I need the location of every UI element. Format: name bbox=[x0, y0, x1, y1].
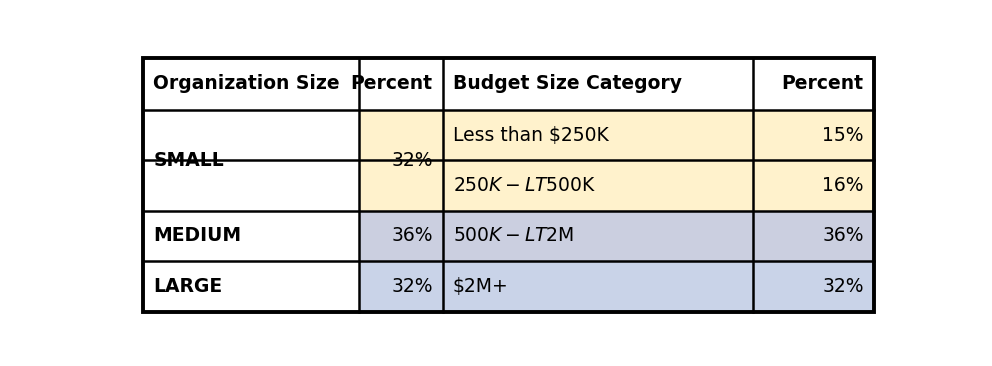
Bar bbox=[442, 160, 753, 211]
Text: SMALL: SMALL bbox=[153, 151, 224, 170]
Text: Percent: Percent bbox=[351, 74, 433, 93]
Bar bbox=[359, 110, 442, 211]
Text: Less than $250K: Less than $250K bbox=[452, 126, 608, 145]
Text: $500K -LT $2M: $500K -LT $2M bbox=[452, 227, 574, 246]
Text: $2M+: $2M+ bbox=[452, 277, 509, 296]
Text: 36%: 36% bbox=[822, 227, 864, 246]
Text: 32%: 32% bbox=[391, 277, 433, 296]
Bar bbox=[753, 211, 874, 261]
Bar bbox=[143, 110, 359, 211]
Bar bbox=[753, 160, 874, 211]
Bar bbox=[359, 211, 442, 261]
Bar bbox=[442, 211, 753, 261]
Text: Budget Size Category: Budget Size Category bbox=[452, 74, 682, 93]
Text: Organization Size: Organization Size bbox=[153, 74, 340, 93]
Bar bbox=[442, 261, 753, 311]
Bar bbox=[442, 58, 753, 110]
Text: 32%: 32% bbox=[822, 277, 864, 296]
Text: LARGE: LARGE bbox=[153, 277, 222, 296]
Bar bbox=[143, 58, 359, 110]
Bar bbox=[143, 211, 359, 261]
Bar bbox=[753, 58, 874, 110]
Text: 32%: 32% bbox=[391, 151, 433, 170]
Text: Percent: Percent bbox=[782, 74, 864, 93]
Bar bbox=[753, 261, 874, 311]
Text: 16%: 16% bbox=[822, 176, 864, 195]
Text: $250K - LT $500K: $250K - LT $500K bbox=[452, 176, 596, 195]
Bar bbox=[143, 58, 874, 311]
Bar bbox=[143, 261, 359, 311]
Bar bbox=[359, 58, 442, 110]
Bar bbox=[753, 110, 874, 160]
Text: MEDIUM: MEDIUM bbox=[153, 227, 241, 246]
Bar bbox=[359, 261, 442, 311]
Bar bbox=[442, 110, 753, 160]
Text: 36%: 36% bbox=[391, 227, 433, 246]
Text: 15%: 15% bbox=[822, 126, 864, 145]
